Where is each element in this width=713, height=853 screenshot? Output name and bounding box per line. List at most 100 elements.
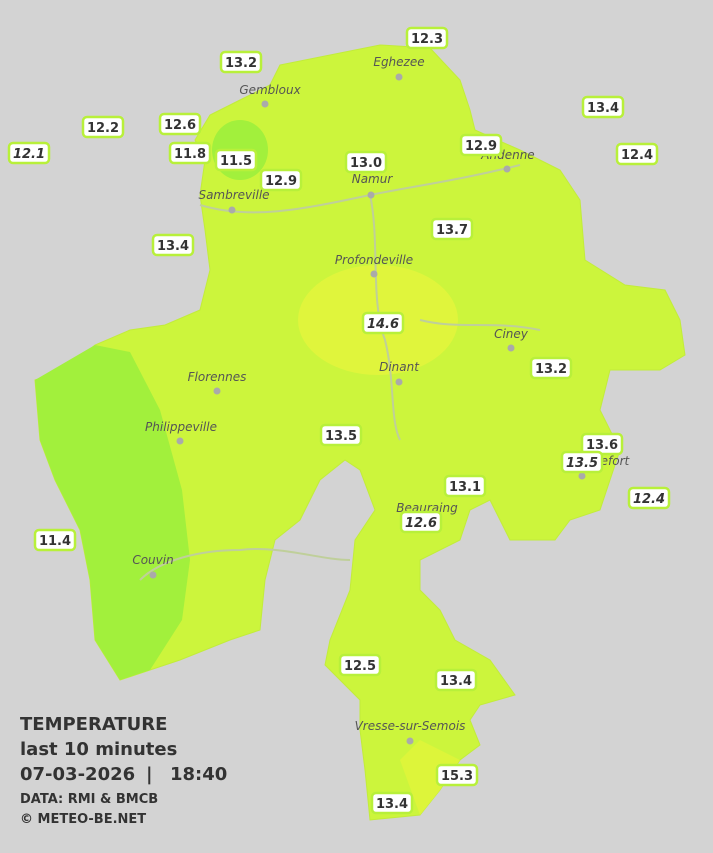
- station-value: 12.4: [621, 148, 653, 163]
- station-value: 12.9: [465, 139, 497, 154]
- city-label: Gembloux: [239, 83, 301, 97]
- cities: EghezeeGemblouxAndenneNamurSambrevillePr…: [132, 55, 631, 745]
- station-box: [219, 50, 263, 74]
- station: 13.1: [443, 474, 487, 498]
- city-dot: [149, 571, 157, 579]
- city-label: Namur: [352, 172, 394, 186]
- station: 13.4: [581, 95, 625, 119]
- city-dot: [261, 100, 269, 108]
- station: 12.1: [7, 141, 51, 165]
- station: 13.4: [434, 668, 478, 692]
- legend-title: TEMPERATURE: [20, 714, 167, 735]
- station-box: [214, 148, 258, 172]
- station-box: [338, 653, 382, 677]
- station: 13.5: [319, 423, 363, 447]
- station-value: 11.5: [220, 154, 252, 169]
- station-value: 12.6: [164, 118, 196, 133]
- station-box: [434, 668, 478, 692]
- station-box: [370, 791, 414, 815]
- city-dot: [367, 191, 375, 199]
- city-label: Florennes: [188, 370, 247, 384]
- station-value: 13.0: [350, 156, 382, 171]
- station-value: 11.8: [174, 147, 206, 162]
- city-dot: [578, 472, 586, 480]
- city-label: Sambreville: [198, 188, 269, 202]
- station-box: [344, 150, 388, 174]
- station-value: 13.5: [566, 456, 598, 471]
- station-box: [151, 233, 195, 257]
- station-box: [168, 141, 212, 165]
- station-value: 13.4: [440, 674, 472, 689]
- legend-copyright: © METEO-BE.NET: [20, 812, 146, 827]
- legend-source: DATA: RMI & BMCB: [20, 792, 158, 807]
- station-box: [158, 112, 202, 136]
- station-box: [435, 763, 479, 787]
- station-value: 13.6: [586, 438, 618, 453]
- station-value: 13.4: [587, 101, 619, 116]
- station: 12.5: [338, 653, 382, 677]
- stations: 12.3 13.2 13.4 12.2 12.6 12.1 11.8 11.5 12.9 13.0…: [7, 26, 671, 815]
- station-value: 12.9: [265, 174, 297, 189]
- legend-separator: |: [146, 764, 153, 785]
- city-label: Philippeville: [145, 420, 217, 434]
- station-box: [459, 133, 503, 157]
- city-label: Dinant: [379, 360, 420, 374]
- station-value: 12.6: [405, 516, 437, 531]
- city-dot: [370, 270, 378, 278]
- city-dot: [395, 73, 403, 81]
- station-box: [581, 95, 625, 119]
- legend-date: 07-03-2026: [20, 764, 135, 785]
- city-dot: [503, 165, 511, 173]
- station: 15.3: [435, 763, 479, 787]
- station-box: [7, 141, 51, 165]
- station: 13.2: [529, 356, 573, 380]
- station-value: 13.4: [376, 797, 408, 812]
- city-dot: [406, 737, 414, 745]
- city-dot: [395, 378, 403, 386]
- city-label: Eghezee: [373, 55, 424, 69]
- station-box: [615, 142, 659, 166]
- station: 12.2: [81, 115, 125, 139]
- warm-zone: [400, 740, 460, 815]
- cool-zone: [35, 345, 190, 680]
- station-value: 13.4: [157, 239, 189, 254]
- legend: TEMPERATURE last 10 minutes 07-03-2026 |…: [20, 714, 227, 827]
- station: 12.6: [399, 510, 443, 534]
- city-label: Ciney: [494, 327, 529, 341]
- station-box: [259, 168, 303, 192]
- city-label: Vresse-sur-Semois: [355, 719, 466, 733]
- city-label: Profondeville: [335, 253, 413, 267]
- station-box: [443, 474, 487, 498]
- station: 11.8: [168, 141, 212, 165]
- station-box: [529, 356, 573, 380]
- station: 13.2: [219, 50, 263, 74]
- station-value: 13.5: [325, 429, 357, 444]
- station-box: [405, 26, 449, 50]
- station-value: 13.7: [436, 223, 468, 238]
- station: 13.5: [560, 450, 604, 474]
- legend-subtitle: last 10 minutes: [20, 739, 177, 760]
- station-value: 12.3: [411, 32, 443, 47]
- legend-time: 18:40: [170, 764, 227, 785]
- station: 11.5: [214, 148, 258, 172]
- station: 11.4: [33, 528, 77, 552]
- station-value: 12.2: [87, 121, 119, 136]
- station: 12.6: [158, 112, 202, 136]
- station: 12.4: [627, 486, 671, 510]
- city-dot: [176, 437, 184, 445]
- station-value: 11.4: [39, 534, 71, 549]
- station-box: [33, 528, 77, 552]
- station-box: [81, 115, 125, 139]
- station-box: [627, 486, 671, 510]
- station: 13.4: [370, 791, 414, 815]
- station: 14.6: [361, 311, 405, 335]
- station-box: [361, 311, 405, 335]
- city-dot: [213, 387, 221, 395]
- station-value: 13.1: [449, 480, 481, 495]
- station-box: [399, 510, 443, 534]
- station: 12.9: [459, 133, 503, 157]
- station-value: 12.4: [633, 492, 665, 507]
- station-value: 13.2: [535, 362, 567, 377]
- station: 13.7: [430, 217, 474, 241]
